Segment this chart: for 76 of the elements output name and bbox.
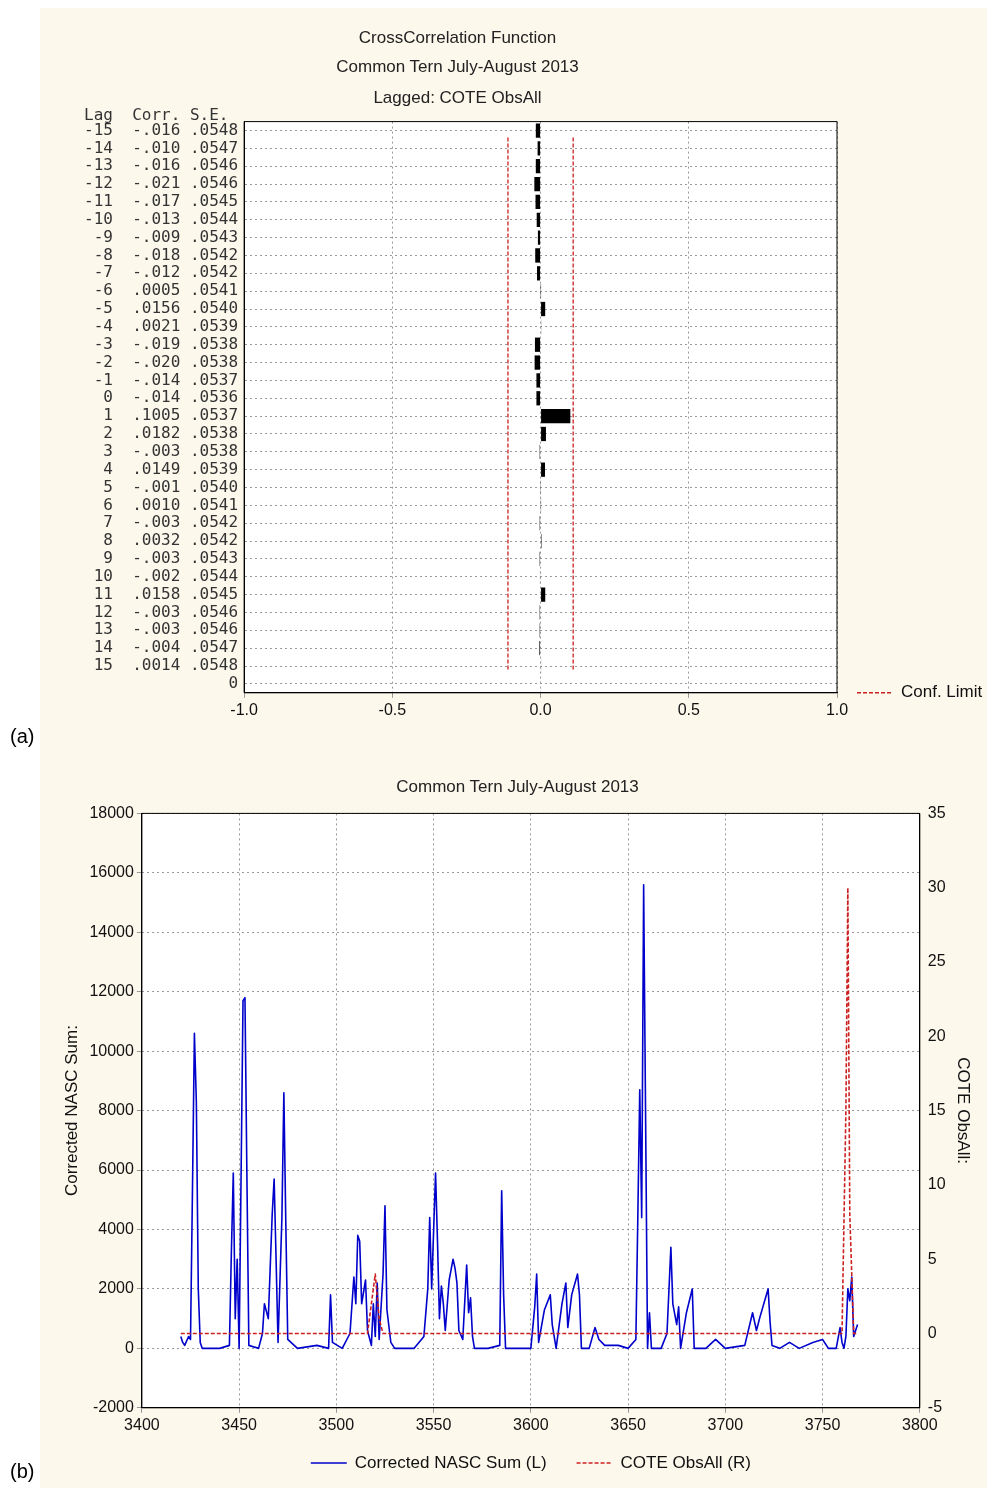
y-tick-label: -7 -.012 .0542	[84, 262, 239, 282]
y-tick-label: 15 .0014 .0548	[84, 655, 239, 675]
y-tick-label: 8000	[98, 1101, 134, 1119]
y-tick-label: -1 -.014 .0537	[84, 369, 239, 389]
x-tick-label: 3650	[610, 1415, 646, 1433]
x-tick-label: 1.0	[825, 700, 849, 718]
y-tick-label: 8 .0032 .0542	[84, 530, 239, 550]
x-tick-label: 3700	[707, 1415, 744, 1433]
legend-label: Corrected NASC Sum (L)	[354, 1452, 547, 1472]
x-tick-label: 3550	[415, 1415, 452, 1433]
y-tick-label: 4000	[98, 1219, 134, 1237]
y-tick-label: -9 -.009 .0543	[84, 226, 239, 246]
y-tick-label: 1 .1005 .0537	[84, 405, 239, 425]
legend-label: Conf. Limit	[901, 682, 983, 702]
y-tick-label: -8 -.018 .0542	[84, 244, 239, 264]
x-tick-label: 3750	[804, 1415, 841, 1433]
x-tick-label: 0.0	[529, 700, 552, 718]
y2-tick-label: 25	[927, 952, 946, 970]
y2-tick-label: 0	[927, 1323, 937, 1341]
x-tick-label: 3400	[124, 1415, 160, 1433]
y2-tick-label: 5	[927, 1249, 937, 1267]
x-tick-label: 3600	[513, 1415, 549, 1433]
x-tick-label: 3450	[221, 1415, 258, 1433]
y-tick-label: -13 -.016 .0546	[84, 155, 239, 175]
chart-title: Common Tern July-August 2013	[396, 776, 639, 796]
y2-tick-label: 20	[927, 1026, 946, 1044]
y-tick-label: 10000	[89, 1041, 134, 1059]
y-tick-label: -12 -.021 .0546	[84, 173, 239, 193]
y-tick-label: -6 .0005 .0541	[84, 280, 239, 300]
y2-axis-title: COTE ObsAll:	[954, 1057, 974, 1164]
y-tick-label: 7 -.003 .0542	[84, 512, 239, 532]
y-tick-label: 0 -.014 .0536	[84, 387, 239, 407]
y-tick-label: 2000	[98, 1279, 134, 1297]
y-tick-label: 14 -.004 .0547	[84, 637, 239, 657]
y-axis-title: Corrected NASC Sum:	[61, 1025, 81, 1197]
y-tick-label: -14 -.010 .0547	[84, 137, 239, 157]
y-tick-label: 12 -.003 .0546	[84, 601, 239, 621]
y-tick-label: -5 .0156 .0540	[84, 298, 239, 318]
y-tick-label: 14000	[89, 922, 134, 940]
legend-label: COTE ObsAll (R)	[620, 1452, 751, 1472]
y-tick-label: 6000	[98, 1160, 134, 1178]
y-tick-label: -4 .0021 .0539	[84, 316, 239, 336]
chart-title: CrossCorrelation Function	[358, 27, 557, 47]
y-tick-label: 10 -.002 .0544	[84, 565, 239, 585]
y-tick-label: 12000	[89, 982, 134, 1000]
x-tick-label: 0.5	[677, 700, 700, 718]
y-tick-label: -2 -.020 .0538	[84, 351, 239, 371]
text: Lagged: COTE ObsAll	[373, 87, 542, 107]
y-tick-label: 16000	[89, 863, 134, 881]
y2-tick-label: 15	[927, 1101, 946, 1119]
y-tick-label: 0	[124, 1338, 134, 1356]
x-tick-label: -1.0	[230, 700, 259, 718]
y-tick-label: 2 .0182 .0538	[84, 423, 239, 443]
y-tick-label: -3 -.019 .0538	[84, 333, 239, 353]
y2-tick-label: 10	[927, 1175, 946, 1193]
x-tick-label: 3800	[902, 1415, 938, 1433]
y-tick-label: -2000	[92, 1398, 134, 1416]
y-tick-label: -11 -.017 .0545	[84, 191, 239, 211]
y-tick-label: 18000	[89, 803, 134, 821]
y2-tick-label: 35	[927, 803, 946, 821]
x-tick-label: -0.5	[378, 700, 407, 718]
text: (b)	[10, 1459, 35, 1482]
y-tick-label: 4 .0149 .0539	[84, 458, 239, 478]
y-tick-label: 3 -.003 .0538	[84, 440, 239, 460]
text: (a)	[10, 724, 35, 747]
y-tick-label: 5 -.001 .0540	[84, 476, 239, 496]
y-tick-label: 11 .0158 .0545	[84, 583, 239, 603]
y-tick-label: 6 .0010 .0541	[84, 494, 239, 514]
x-tick-label: 3500	[318, 1415, 355, 1433]
y-tick-label: 13 -.003 .0546	[84, 619, 239, 639]
chart-subtitle: Common Tern July-August 2013	[336, 57, 579, 77]
y2-tick-label: -5	[927, 1398, 943, 1416]
y-tick-label: 9 -.003 .0543	[84, 548, 239, 568]
y-tick-label: -10 -.013 .0544	[84, 208, 239, 228]
y-tick-label: 0	[228, 673, 239, 693]
y2-tick-label: 30	[927, 878, 946, 896]
